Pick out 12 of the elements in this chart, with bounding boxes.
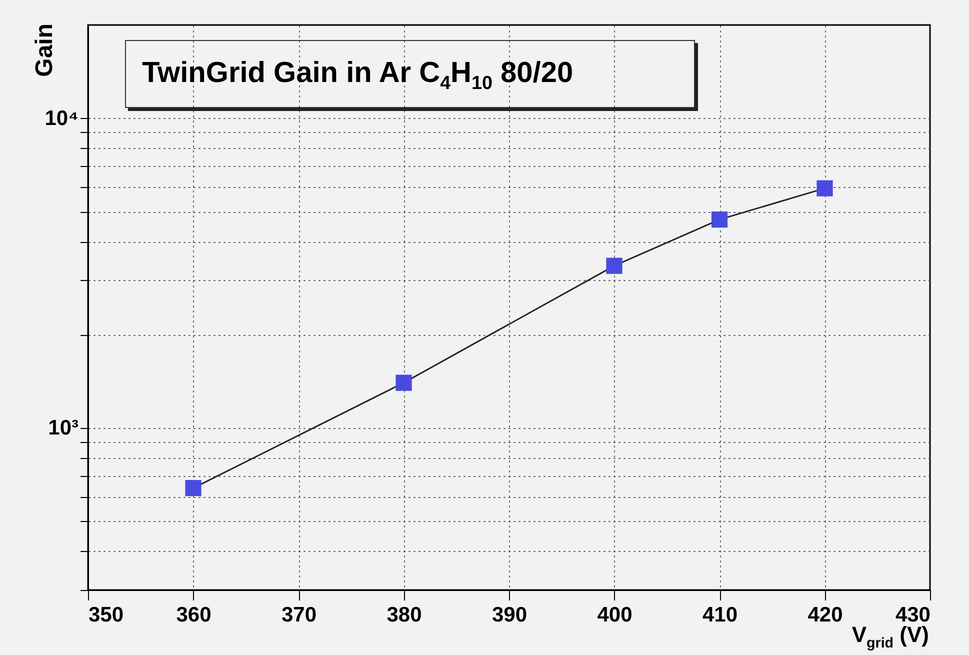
x-tick-label: 400 [597, 604, 632, 626]
x-tick-label: 360 [176, 604, 212, 626]
y-tick-label: 10³ [48, 416, 78, 440]
x-tick-label: 390 [492, 604, 528, 626]
x-tick-label: 420 [808, 604, 843, 626]
x-tick-label: 350 [88, 604, 124, 626]
x-tick-label: 410 [702, 604, 738, 626]
x-tick-label: 370 [281, 604, 317, 626]
y-axis-title: Gain [30, 24, 58, 77]
y-tick-label: 10⁴ [44, 106, 78, 130]
x-tick-label: 380 [386, 604, 422, 626]
title-frame: TwinGrid Gain in Ar C$_{4}$H$_{10}$ 80/20 [125, 40, 695, 108]
